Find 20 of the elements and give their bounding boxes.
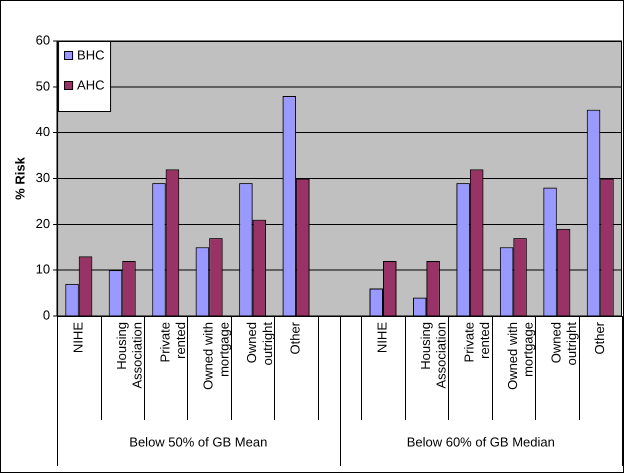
- y-axis-title: % Risk: [12, 156, 28, 200]
- x-tick-label: Housing Association: [114, 322, 144, 388]
- x-tick-label: Housing Association: [418, 322, 449, 388]
- x-tick-label: Other: [592, 321, 607, 355]
- y-tick-label: 40: [36, 124, 50, 140]
- text: Below 60% of GB Median: [406, 434, 555, 450]
- y-tick-label: 60: [36, 32, 50, 48]
- legend-label: BHC: [77, 48, 105, 63]
- legend-label: AHC: [77, 78, 105, 93]
- y-tick-label: 20: [36, 216, 50, 231]
- y-tick-label: 10: [36, 262, 50, 277]
- y-tick-label: 0: [42, 308, 50, 323]
- x-tick-label: Private rented: [157, 322, 188, 362]
- text: Below 50% of GB Mean: [129, 434, 268, 450]
- x-tick-label: Private rented: [461, 322, 492, 362]
- x-tick-label: NIHE: [374, 322, 390, 354]
- x-tick-label: Other: [288, 321, 303, 355]
- x-tick-label: NIHE: [70, 322, 86, 354]
- y-tick-label: 30: [36, 170, 50, 186]
- y-tick-label: 50: [36, 78, 50, 94]
